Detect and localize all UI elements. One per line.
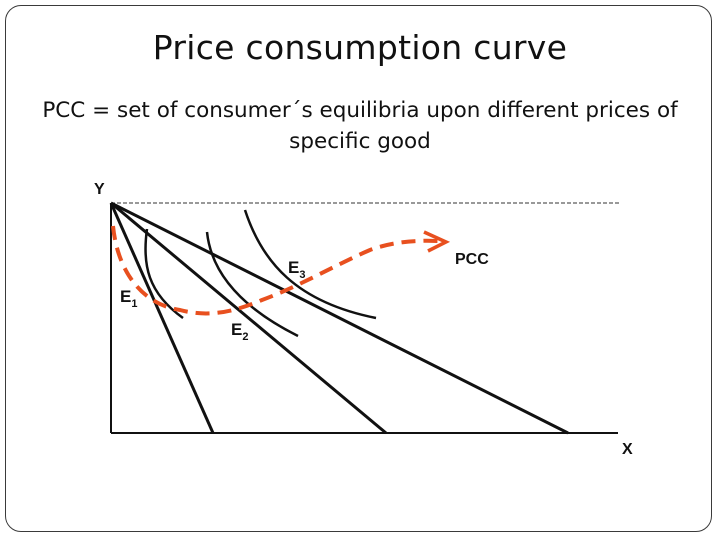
- x-axis-label: X: [622, 441, 633, 458]
- indifference-curve-3: [243, 209, 377, 320]
- equilibrium-e1-label: E1: [120, 287, 137, 310]
- indifference-curve-2: [205, 231, 299, 338]
- e1-letter: E: [120, 287, 131, 306]
- slide-subtitle: PCC = set of consumer´s equilibria upon …: [20, 95, 700, 157]
- e2-subscript: 2: [242, 331, 248, 343]
- pcc-curve: [111, 225, 439, 316]
- slide-title: Price consumption curve: [152, 28, 568, 67]
- pcc-label: PCC: [455, 251, 489, 268]
- subtitle-line-2: specific good: [289, 129, 431, 154]
- budget-line-2: [110, 201, 387, 435]
- budget-line-3: [110, 201, 569, 435]
- slide-frame: [5, 5, 712, 532]
- equilibrium-e2-label: E2: [231, 320, 248, 343]
- indifference-curve-1: [144, 228, 184, 320]
- pcc-arrowhead: [423, 230, 451, 253]
- y-axis-label: Y: [94, 181, 105, 198]
- equilibrium-e3-label: E3: [288, 258, 305, 281]
- subtitle-line-1: PCC = set of consumer´s equilibria upon …: [42, 98, 678, 123]
- budget-line-1: [109, 202, 215, 434]
- e3-letter: E: [288, 258, 299, 277]
- e3-subscript: 3: [299, 269, 305, 281]
- e2-letter: E: [231, 320, 242, 339]
- e1-subscript: 1: [131, 298, 137, 310]
